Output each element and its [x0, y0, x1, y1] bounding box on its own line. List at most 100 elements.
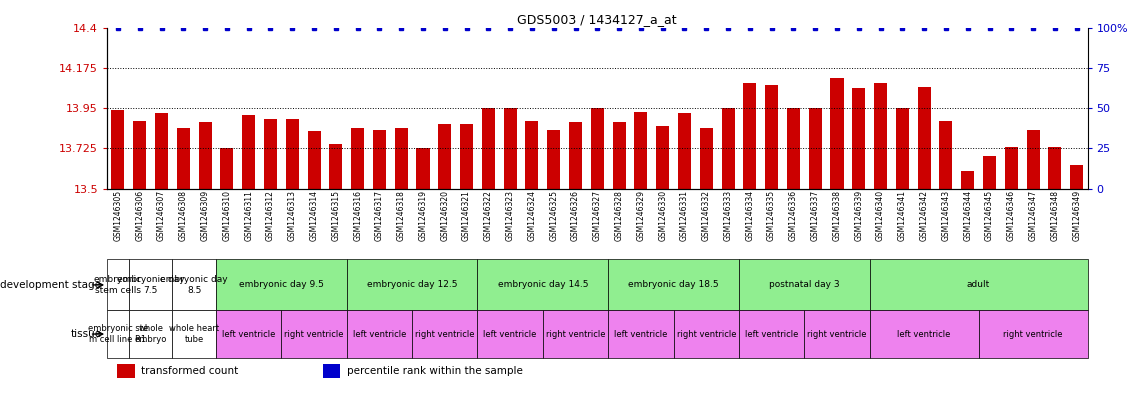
Bar — [172, 310, 216, 358]
Bar — [978, 310, 1088, 358]
Text: postnatal day 3: postnatal day 3 — [769, 281, 840, 289]
Bar — [221, 148, 233, 189]
Text: left ventricle: left ventricle — [353, 330, 406, 338]
Bar — [107, 310, 128, 358]
Bar — [543, 310, 609, 358]
Bar — [809, 108, 822, 189]
Bar — [674, 310, 739, 358]
Text: right ventricle: right ventricle — [807, 330, 867, 338]
Text: right ventricle: right ventricle — [676, 330, 736, 338]
Bar — [347, 310, 412, 358]
Bar — [739, 259, 870, 310]
Bar — [373, 130, 385, 189]
Bar — [525, 121, 539, 189]
Text: transformed count: transformed count — [141, 366, 239, 376]
Bar — [412, 310, 478, 358]
Bar — [107, 259, 128, 310]
Text: left ventricle: left ventricle — [222, 330, 275, 338]
Bar — [133, 121, 147, 189]
Bar — [478, 259, 609, 310]
Text: embryonic
stem cells: embryonic stem cells — [94, 275, 142, 295]
Bar — [329, 144, 343, 189]
Text: left ventricle: left ventricle — [614, 330, 667, 338]
Bar — [609, 310, 674, 358]
Bar — [286, 119, 299, 189]
Bar — [156, 114, 168, 189]
Bar — [870, 310, 978, 358]
Bar — [482, 108, 495, 189]
Bar — [322, 364, 340, 378]
Bar — [635, 112, 647, 189]
Text: embryonic day 12.5: embryonic day 12.5 — [367, 281, 458, 289]
Bar — [831, 78, 843, 189]
Text: tissue: tissue — [70, 329, 101, 339]
Bar — [352, 128, 364, 189]
Bar — [177, 128, 189, 189]
Bar — [128, 259, 172, 310]
Text: whole heart
tube: whole heart tube — [169, 324, 220, 344]
Text: whole
embryo: whole embryo — [134, 324, 167, 344]
Bar — [609, 259, 739, 310]
Bar — [787, 108, 800, 189]
Bar — [721, 108, 735, 189]
Text: right ventricle: right ventricle — [284, 330, 344, 338]
Text: development stage: development stage — [0, 280, 101, 290]
Bar — [347, 259, 478, 310]
Bar — [128, 310, 172, 358]
Text: right ventricle: right ventricle — [1003, 330, 1063, 338]
Bar — [656, 126, 669, 189]
Bar — [896, 108, 908, 189]
Bar — [852, 88, 866, 189]
Bar — [242, 115, 255, 189]
Bar — [917, 86, 931, 189]
Bar — [765, 85, 778, 189]
Bar — [569, 122, 582, 189]
Bar — [216, 259, 347, 310]
Title: GDS5003 / 1434127_a_at: GDS5003 / 1434127_a_at — [517, 13, 677, 26]
Bar — [112, 110, 124, 189]
Text: percentile rank within the sample: percentile rank within the sample — [347, 366, 523, 376]
Text: left ventricle: left ventricle — [745, 330, 798, 338]
Text: adult: adult — [967, 281, 991, 289]
Bar — [216, 310, 282, 358]
Text: embryonic ste
m cell line R1: embryonic ste m cell line R1 — [88, 324, 148, 344]
Bar — [875, 83, 887, 189]
Text: right ventricle: right ventricle — [545, 330, 605, 338]
Bar — [308, 131, 320, 189]
Text: embryonic day
8.5: embryonic day 8.5 — [160, 275, 228, 295]
Bar — [805, 310, 870, 358]
Bar — [744, 83, 756, 189]
Text: embryonic day 18.5: embryonic day 18.5 — [628, 281, 719, 289]
Bar — [1005, 147, 1018, 189]
Bar — [870, 259, 1088, 310]
Bar — [504, 108, 516, 189]
Text: embryonic day 14.5: embryonic day 14.5 — [498, 281, 588, 289]
Bar — [198, 122, 212, 189]
Bar — [282, 310, 347, 358]
Bar — [548, 130, 560, 189]
Bar — [394, 128, 408, 189]
Bar — [983, 156, 996, 189]
Text: right ventricle: right ventricle — [415, 330, 474, 338]
Bar — [678, 114, 691, 189]
Bar — [940, 121, 952, 189]
Bar — [117, 364, 134, 378]
Bar — [591, 108, 604, 189]
Bar — [172, 259, 216, 310]
Bar — [961, 171, 974, 189]
Bar — [478, 310, 543, 358]
Bar — [1048, 147, 1062, 189]
Bar — [417, 148, 429, 189]
Bar — [613, 122, 625, 189]
Text: left ventricle: left ventricle — [483, 330, 536, 338]
Text: left ventricle: left ventricle — [897, 330, 951, 338]
Bar — [264, 119, 277, 189]
Bar — [1027, 130, 1039, 189]
Text: embryonic day
7.5: embryonic day 7.5 — [117, 275, 185, 295]
Bar — [460, 124, 473, 189]
Bar — [700, 128, 712, 189]
Bar — [1071, 165, 1083, 189]
Bar — [739, 310, 805, 358]
Bar — [438, 124, 451, 189]
Text: embryonic day 9.5: embryonic day 9.5 — [239, 281, 323, 289]
